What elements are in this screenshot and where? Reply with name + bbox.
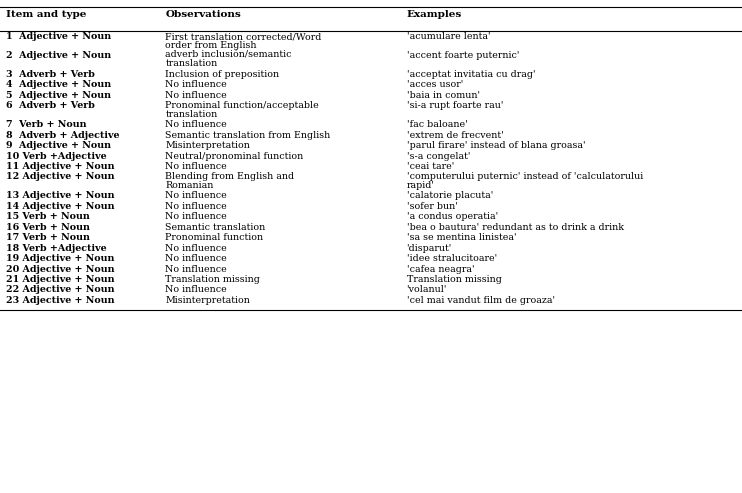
Text: 2  Adjective + Noun: 2 Adjective + Noun	[6, 51, 111, 60]
Text: 'ceai tare': 'ceai tare'	[407, 162, 454, 171]
Text: 9  Adjective + Noun: 9 Adjective + Noun	[6, 141, 111, 150]
Text: 'acumulare lenta': 'acumulare lenta'	[407, 32, 490, 41]
Text: 8  Adverb + Adjective: 8 Adverb + Adjective	[6, 131, 119, 140]
Text: Translation missing: Translation missing	[407, 275, 502, 284]
Text: Semantic translation: Semantic translation	[165, 223, 266, 232]
Text: 15 Verb + Noun: 15 Verb + Noun	[6, 212, 90, 221]
Text: 13 Adjective + Noun: 13 Adjective + Noun	[6, 191, 114, 200]
Text: Blending from English and: Blending from English and	[165, 173, 295, 181]
Text: 'sa se mentina linistea': 'sa se mentina linistea'	[407, 233, 516, 242]
Text: translation: translation	[165, 110, 217, 119]
Text: 'fac baloane': 'fac baloane'	[407, 120, 467, 129]
Text: No influence: No influence	[165, 120, 227, 129]
Text: 17 Verb + Noun: 17 Verb + Noun	[6, 233, 90, 242]
Text: 'calatorie placuta': 'calatorie placuta'	[407, 191, 493, 200]
Text: adverb inclusión/semantic: adverb inclusión/semantic	[165, 51, 292, 60]
Text: 21 Adjective + Noun: 21 Adjective + Noun	[6, 275, 114, 284]
Text: 5  Adjective + Noun: 5 Adjective + Noun	[6, 91, 111, 100]
Text: 's-a congelat': 's-a congelat'	[407, 151, 470, 161]
Text: Misinterpretation: Misinterpretation	[165, 296, 250, 305]
Text: No influence: No influence	[165, 80, 227, 89]
Text: Pronominal function/acceptable: Pronominal function/acceptable	[165, 101, 319, 110]
Text: No influence: No influence	[165, 254, 227, 263]
Text: 6  Adverb + Verb: 6 Adverb + Verb	[6, 101, 95, 110]
Text: Semantic translation from English: Semantic translation from English	[165, 131, 331, 140]
Text: 'cafea neagra': 'cafea neagra'	[407, 265, 474, 274]
Text: 4  Adjective + Noun: 4 Adjective + Noun	[6, 80, 111, 89]
Text: 'computerului puternic' instead of 'calculatorului: 'computerului puternic' instead of 'calc…	[407, 173, 643, 181]
Text: translation: translation	[165, 60, 217, 69]
Text: 1  Adjective + Noun: 1 Adjective + Noun	[6, 32, 111, 41]
Text: No influence: No influence	[165, 191, 227, 200]
Text: 18 Verb +Adjective: 18 Verb +Adjective	[6, 244, 107, 252]
Text: 'parul firare' instead of blana groasa': 'parul firare' instead of blana groasa'	[407, 141, 585, 150]
Text: 'baia in comun': 'baia in comun'	[407, 91, 480, 100]
Text: Inclusion of preposition: Inclusion of preposition	[165, 70, 280, 79]
Text: 'accent foarte puternic': 'accent foarte puternic'	[407, 51, 519, 60]
Text: Pronominal function: Pronominal function	[165, 233, 263, 242]
Text: No influence: No influence	[165, 285, 227, 294]
Text: Item and type: Item and type	[6, 10, 86, 19]
Text: Translation missing: Translation missing	[165, 275, 260, 284]
Text: 20 Adjective + Noun: 20 Adjective + Noun	[6, 265, 114, 274]
Text: No influence: No influence	[165, 162, 227, 171]
Text: 19 Adjective + Noun: 19 Adjective + Noun	[6, 254, 114, 263]
Text: First translation corrected/Word: First translation corrected/Word	[165, 32, 322, 41]
Text: 10 Verb +Adjective: 10 Verb +Adjective	[6, 151, 107, 161]
Text: Neutral/pronominal function: Neutral/pronominal function	[165, 151, 303, 161]
Text: 'acces usor': 'acces usor'	[407, 80, 463, 89]
Text: 23 Adjective + Noun: 23 Adjective + Noun	[6, 296, 114, 305]
Text: 22 Adjective + Noun: 22 Adjective + Noun	[6, 285, 114, 294]
Text: 'volanul': 'volanul'	[407, 285, 447, 294]
Text: No influence: No influence	[165, 91, 227, 100]
Text: No influence: No influence	[165, 212, 227, 221]
Text: 'si-a rupt foarte rau': 'si-a rupt foarte rau'	[407, 101, 503, 110]
Text: 11 Adjective + Noun: 11 Adjective + Noun	[6, 162, 114, 171]
Text: Romanian: Romanian	[165, 181, 214, 190]
Text: 7  Verb + Noun: 7 Verb + Noun	[6, 120, 86, 129]
Text: 'sofer bun': 'sofer bun'	[407, 202, 458, 211]
Text: 16 Verb + Noun: 16 Verb + Noun	[6, 223, 90, 232]
Text: 'extrem de frecvent': 'extrem de frecvent'	[407, 131, 503, 140]
Text: No influence: No influence	[165, 244, 227, 252]
Text: 12 Adjective + Noun: 12 Adjective + Noun	[6, 173, 114, 181]
Text: 'idee stralucitoare': 'idee stralucitoare'	[407, 254, 497, 263]
Text: order from English: order from English	[165, 40, 257, 49]
Text: 'cel mai vandut film de groaza': 'cel mai vandut film de groaza'	[407, 296, 555, 305]
Text: Examples: Examples	[407, 10, 462, 19]
Text: 'acceptat invitatia cu drag': 'acceptat invitatia cu drag'	[407, 70, 535, 79]
Text: 'bea o bautura' redundant as to drink a drink: 'bea o bautura' redundant as to drink a …	[407, 223, 623, 232]
Text: 14 Adjective + Noun: 14 Adjective + Noun	[6, 202, 114, 211]
Text: rapid': rapid'	[407, 181, 435, 190]
Text: 'a condus operatia': 'a condus operatia'	[407, 212, 498, 221]
Text: 'disparut': 'disparut'	[407, 244, 452, 252]
Text: Misinterpretation: Misinterpretation	[165, 141, 250, 150]
Text: 3  Adverb + Verb: 3 Adverb + Verb	[6, 70, 95, 79]
Text: Observations: Observations	[165, 10, 241, 19]
Text: No influence: No influence	[165, 202, 227, 211]
Text: No influence: No influence	[165, 265, 227, 274]
